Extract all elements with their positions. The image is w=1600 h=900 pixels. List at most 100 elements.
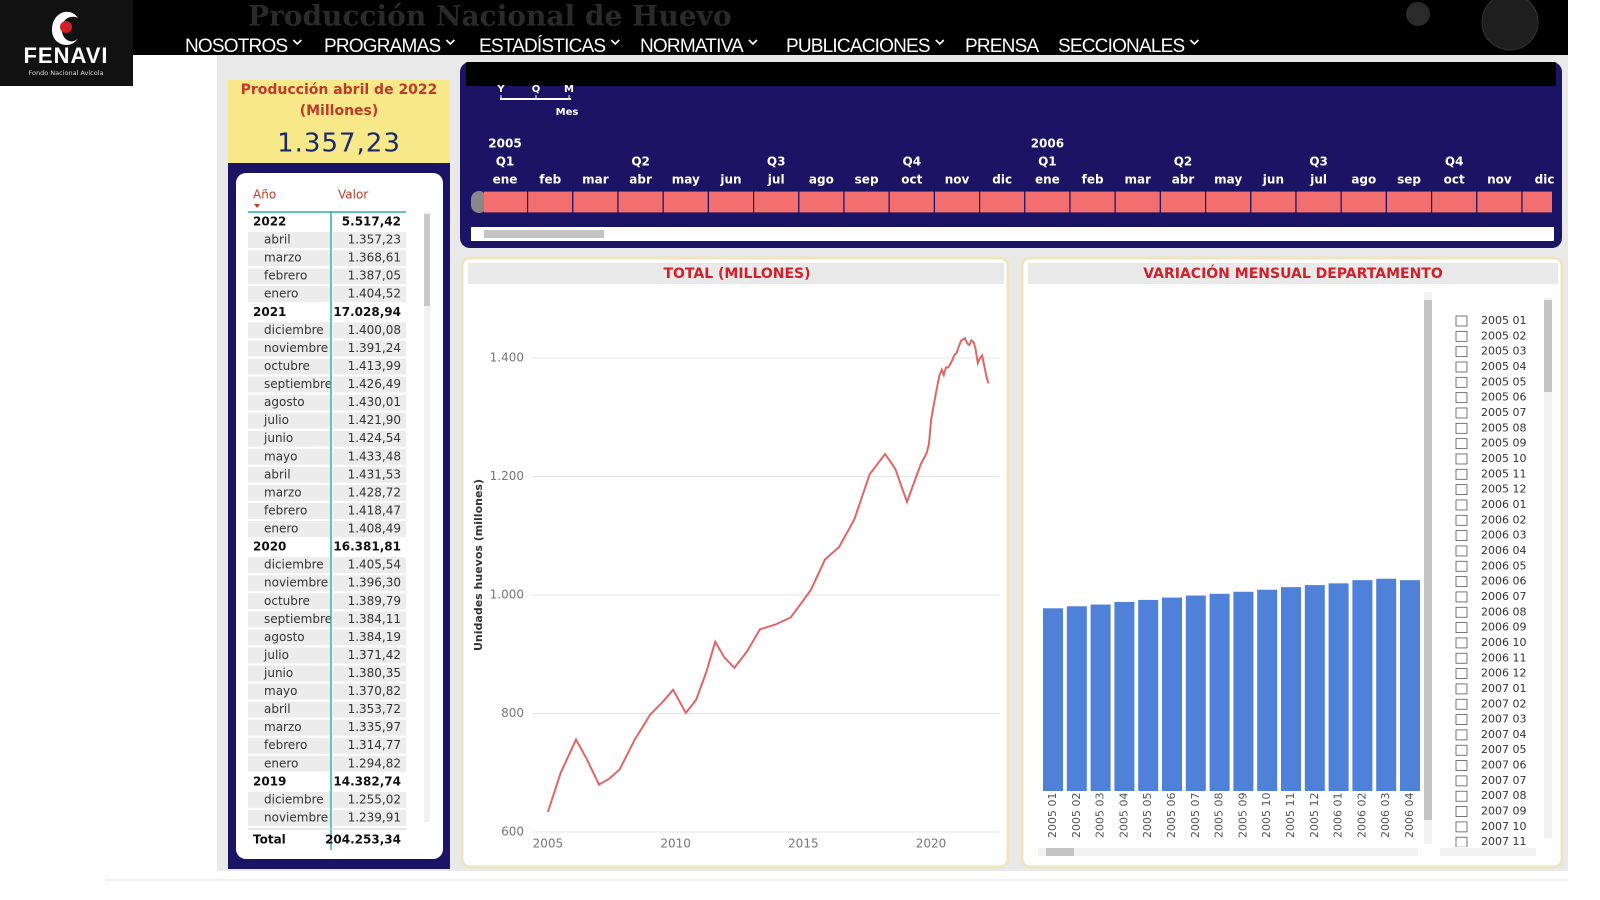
timeline-cell[interactable] [707, 190, 755, 214]
chart-v-scroll-thumb[interactable] [1424, 300, 1432, 820]
slicer-checkbox[interactable] [1455, 821, 1468, 833]
slicer-checkbox[interactable] [1455, 499, 1468, 511]
slicer-checkbox[interactable] [1455, 744, 1468, 756]
slicer-item[interactable]: 2007 04 [1481, 728, 1527, 741]
slicer-checkbox[interactable] [1455, 315, 1468, 327]
bar[interactable] [1328, 583, 1349, 791]
slicer-item[interactable]: 2005 09 [1481, 437, 1527, 450]
slicer-item[interactable]: 2007 06 [1481, 759, 1527, 772]
timeline-cell[interactable] [1521, 190, 1567, 214]
timeline-cell[interactable] [978, 190, 1026, 214]
nav-item[interactable]: SECCIONALES [1058, 36, 1185, 57]
slicer-item[interactable]: 2007 02 [1481, 697, 1527, 710]
bar[interactable] [1043, 608, 1063, 791]
timeline-cell[interactable] [526, 190, 574, 214]
slicer-item[interactable]: 2007 05 [1481, 743, 1527, 756]
slicer-item[interactable]: 2007 03 [1481, 713, 1527, 726]
timeline-cell[interactable] [752, 190, 800, 214]
timeline-cell[interactable] [1430, 190, 1478, 214]
slicer-item[interactable]: 2007 11 [1481, 835, 1527, 848]
slicer-item[interactable]: 2006 11 [1481, 651, 1527, 664]
dropdown-chevron[interactable] [445, 39, 455, 46]
slicer-item[interactable]: 2005 04 [1481, 360, 1527, 373]
bar[interactable] [1400, 580, 1420, 791]
slicer-item[interactable]: 2006 08 [1481, 605, 1527, 618]
timeline-cell[interactable] [1385, 190, 1433, 214]
bar[interactable] [1090, 604, 1111, 791]
timeline-cell[interactable] [843, 190, 890, 214]
bar[interactable] [1281, 587, 1301, 791]
slicer-checkbox[interactable] [1455, 545, 1468, 557]
slicer-item[interactable]: 2006 02 [1481, 513, 1527, 526]
slicer-item[interactable]: 2006 07 [1481, 590, 1527, 603]
table-scrollbar[interactable] [424, 212, 430, 822]
timeline-cell[interactable] [482, 190, 529, 214]
nav-item[interactable]: PRENSA [965, 36, 1040, 57]
column-header[interactable]: Año [253, 188, 276, 202]
bar[interactable] [1304, 585, 1325, 791]
slicer-checkbox[interactable] [1455, 438, 1468, 450]
nav-item[interactable]: NORMATIVA [640, 36, 745, 57]
timeline-cell[interactable] [572, 190, 619, 214]
year-label[interactable]: 2022 [253, 215, 286, 229]
year-label[interactable]: 2019 [253, 774, 286, 788]
slicer-checkbox[interactable] [1455, 790, 1468, 802]
timeline-start-cap[interactable] [471, 191, 487, 213]
slicer-checkbox[interactable] [1455, 760, 1468, 771]
bar[interactable] [1257, 589, 1278, 791]
slicer-item[interactable]: 2007 10 [1481, 820, 1527, 833]
slicer-item[interactable]: 2005 10 [1481, 452, 1527, 465]
slicer-checkbox[interactable] [1455, 468, 1468, 480]
nav-item[interactable]: ESTADÍSTICAS [479, 36, 606, 57]
year-label[interactable]: 2021 [253, 305, 286, 319]
nav-item[interactable]: PUBLICACIONES [786, 36, 931, 57]
slicer-checkbox[interactable] [1455, 346, 1468, 358]
slicer-checkbox[interactable] [1455, 806, 1468, 817]
slicer-item[interactable]: 2006 09 [1481, 621, 1527, 634]
timeline-cell[interactable] [1204, 190, 1252, 214]
bar[interactable] [1185, 595, 1206, 791]
dropdown-chevron[interactable] [935, 39, 945, 46]
timeline-cell[interactable] [1250, 190, 1297, 214]
slicer-scroll-thumb[interactable] [1544, 300, 1552, 392]
slicer-checkbox[interactable] [1455, 407, 1468, 419]
slicer-item[interactable]: 2006 04 [1481, 544, 1527, 557]
timeline-cell[interactable] [1114, 190, 1161, 214]
bar[interactable] [1138, 599, 1159, 791]
slicer-checkbox[interactable] [1455, 591, 1468, 603]
slicer-item[interactable]: 2007 09 [1481, 805, 1527, 818]
slicer-checkbox[interactable] [1455, 622, 1468, 633]
bar[interactable] [1209, 593, 1230, 791]
bar[interactable] [1233, 591, 1254, 791]
timeline-cell[interactable] [1295, 190, 1342, 214]
slicer-item[interactable]: 2006 05 [1481, 559, 1527, 572]
timeline-cell[interactable] [1476, 190, 1523, 214]
year-label[interactable]: 2020 [253, 540, 286, 554]
dropdown-chevron[interactable] [748, 39, 758, 46]
bar[interactable] [1376, 578, 1397, 791]
slicer-checkbox[interactable] [1455, 484, 1468, 496]
slicer-checkbox[interactable] [1455, 376, 1468, 388]
bar[interactable] [1352, 580, 1373, 791]
chart-h-scroll-thumb[interactable] [1046, 848, 1074, 856]
granularity-option[interactable]: M [564, 84, 574, 95]
timeline-cell[interactable] [617, 190, 664, 214]
slicer-checkbox[interactable] [1455, 361, 1468, 373]
slicer-item[interactable]: 2006 06 [1481, 575, 1527, 588]
slicer-checkbox[interactable] [1455, 714, 1468, 725]
slicer-item[interactable]: 2006 03 [1481, 529, 1527, 542]
nav-item[interactable]: NOSOTROS [185, 36, 288, 57]
dropdown-chevron[interactable] [1189, 39, 1199, 46]
bar[interactable] [1114, 601, 1135, 791]
slicer-item[interactable]: 2005 02 [1481, 329, 1527, 342]
timeline-scrollbar[interactable] [471, 227, 1554, 241]
slicer-checkbox[interactable] [1455, 606, 1468, 618]
slicer-item[interactable]: 2005 05 [1481, 375, 1527, 388]
slicer-checkbox[interactable] [1455, 576, 1468, 588]
slicer-checkbox[interactable] [1455, 392, 1468, 404]
chart-h-scrollbar[interactable] [1038, 848, 1418, 856]
column-header[interactable]: Valor [338, 188, 368, 202]
slicer-item[interactable]: 2005 07 [1481, 406, 1527, 419]
slicer-item[interactable]: 2006 01 [1481, 498, 1527, 511]
nav-item[interactable]: PROGRAMAS [324, 36, 441, 57]
